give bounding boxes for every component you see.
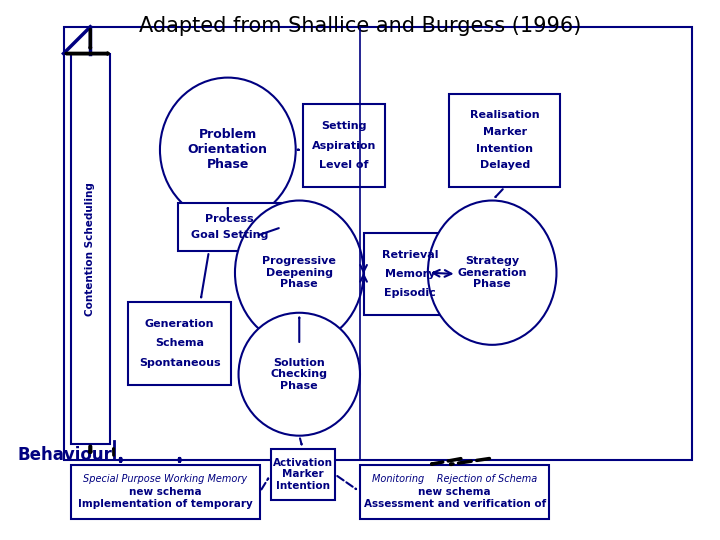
Text: Aspiration: Aspiration (312, 141, 376, 151)
Text: Strategy
Generation
Phase: Strategy Generation Phase (457, 256, 527, 289)
Text: Intention: Intention (476, 144, 534, 154)
FancyBboxPatch shape (449, 93, 560, 187)
FancyBboxPatch shape (178, 203, 282, 251)
Text: Delayed: Delayed (480, 160, 530, 171)
Text: Realisation: Realisation (470, 110, 539, 120)
Text: Special Purpose Working Memory: Special Purpose Working Memory (84, 474, 248, 484)
Ellipse shape (235, 200, 364, 345)
Text: Memory: Memory (384, 269, 435, 279)
Text: Problem
Orientation
Phase: Problem Orientation Phase (188, 128, 268, 171)
Text: new schema: new schema (129, 487, 202, 497)
Text: Marker: Marker (482, 127, 527, 137)
Text: Goal Setting: Goal Setting (191, 231, 269, 240)
Text: Marker: Marker (282, 469, 324, 480)
Text: Monitoring    Rejection of Schema: Monitoring Rejection of Schema (372, 474, 537, 484)
Text: Process: Process (205, 214, 254, 224)
Text: Activation: Activation (273, 457, 333, 468)
Text: Behaviour: Behaviour (17, 447, 112, 464)
Text: Schema: Schema (155, 339, 204, 348)
FancyBboxPatch shape (360, 465, 549, 518)
Text: Assessment and verification of: Assessment and verification of (364, 500, 546, 509)
Text: Implementation of temporary: Implementation of temporary (78, 500, 253, 509)
Text: Generation: Generation (145, 319, 215, 329)
Text: Solution
Checking
Phase: Solution Checking Phase (271, 357, 328, 391)
Ellipse shape (238, 313, 360, 436)
FancyBboxPatch shape (71, 465, 260, 518)
FancyBboxPatch shape (364, 233, 456, 315)
FancyBboxPatch shape (71, 53, 110, 444)
Text: Progressive
Deepening
Phase: Progressive Deepening Phase (262, 256, 336, 289)
Text: Intention: Intention (276, 481, 330, 491)
Ellipse shape (428, 200, 557, 345)
Text: new schema: new schema (418, 487, 491, 497)
Text: Adapted from Shallice and Burgess (1996): Adapted from Shallice and Burgess (1996) (139, 16, 581, 36)
Text: Episodic: Episodic (384, 288, 436, 299)
Ellipse shape (160, 78, 296, 222)
Text: Spontaneous: Spontaneous (139, 358, 220, 368)
Text: Contention Scheduling: Contention Scheduling (85, 181, 95, 315)
FancyBboxPatch shape (271, 449, 335, 500)
FancyBboxPatch shape (303, 104, 385, 187)
Text: Retrieval: Retrieval (382, 249, 438, 260)
Text: Level of: Level of (319, 160, 369, 170)
Text: Setting: Setting (321, 122, 366, 131)
FancyBboxPatch shape (128, 302, 231, 385)
